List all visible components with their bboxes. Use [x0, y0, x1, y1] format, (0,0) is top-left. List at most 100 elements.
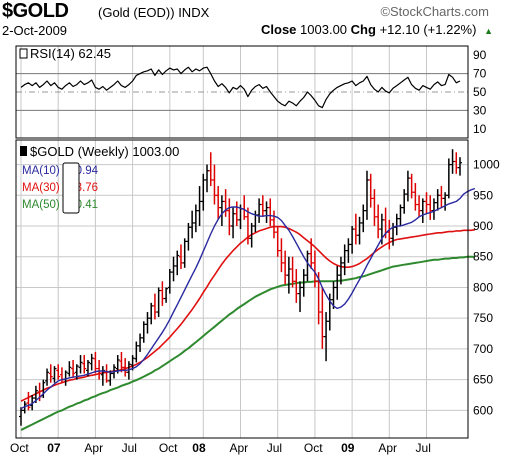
- close-label: Close: [261, 22, 297, 37]
- price-bar: [30, 394, 35, 411]
- ma-long-series: [20, 255, 475, 431]
- security-name: (Gold (EOD)): [98, 5, 175, 20]
- price-bar: [316, 272, 321, 325]
- price-bar: [249, 222, 254, 248]
- x-tick-label: Oct: [159, 441, 178, 455]
- quote-date: 2-Oct-2009: [2, 23, 68, 38]
- price-bar: [242, 195, 247, 220]
- price-tick-label: 800: [473, 280, 493, 294]
- price-bar: [257, 198, 262, 223]
- price-bar: [67, 361, 72, 377]
- price-bar: [424, 192, 429, 214]
- price-bar: [305, 250, 310, 282]
- price-bar: [372, 189, 377, 227]
- price-tick-label: 650: [473, 373, 493, 387]
- price-bar: [454, 152, 459, 174]
- rsi-tick-label: 30: [473, 103, 487, 117]
- price-bar: [290, 256, 295, 288]
- up-arrow-icon: ▲: [484, 26, 493, 36]
- price-bar: [178, 244, 183, 270]
- price-bar: [145, 312, 150, 334]
- price-bar: [324, 312, 329, 362]
- price-legend: $GOLD (Weekly) 1003.00 MA(10) 960.94 MA(…: [20, 144, 179, 214]
- rsi-line: [20, 66, 461, 109]
- legend-ma-short: MA(10) 960.94: [22, 165, 99, 177]
- price-bar: [353, 213, 358, 245]
- price-tick-labels: 1000 950 900 850 800 750 700 650 600: [473, 158, 500, 418]
- price-bar: [167, 269, 172, 294]
- price-bar: [376, 204, 381, 239]
- price-tick-label: 900: [473, 219, 493, 233]
- ma-long-line: [20, 255, 475, 431]
- chg-label: Chg: [350, 22, 376, 37]
- legend-redaction-box: [62, 162, 80, 214]
- price-bar: [156, 287, 161, 317]
- price-bar: [335, 265, 340, 300]
- price-bar: [458, 157, 462, 176]
- price-bar: [100, 366, 105, 386]
- price-tick-label: 850: [473, 250, 493, 264]
- price-bar: [212, 164, 217, 205]
- rsi-tick-labels: 90 70 50 30 10: [473, 48, 487, 136]
- price-bar: [52, 366, 57, 383]
- price-bar: [26, 391, 31, 411]
- price-bar: [141, 321, 146, 343]
- price-bar: [402, 189, 407, 214]
- price-bar: [201, 173, 206, 211]
- price-bar: [298, 281, 303, 313]
- chg-value: +12.10: [379, 22, 420, 37]
- price-bar: [443, 192, 448, 211]
- price-bar: [420, 198, 425, 223]
- price-bar: [338, 256, 343, 285]
- x-tick-label: Oct: [10, 441, 29, 455]
- rsi-tick-label: 50: [473, 85, 487, 99]
- symbol-name: (Gold (EOD)) INDX: [98, 5, 209, 20]
- price-bar: [271, 210, 276, 239]
- price-bar: [45, 368, 50, 386]
- price-bar: [294, 269, 299, 303]
- price-bar: [283, 250, 288, 285]
- legend-ma-long: MA(50) 850.41: [22, 199, 98, 211]
- x-tick-labels: Oct 07 Apr Jul Oct 08 Apr Jul Oct 09 Apr Jul: [10, 441, 431, 455]
- price-bar: [350, 226, 355, 254]
- price-tick-label: 700: [473, 342, 493, 356]
- price-tick-label: 600: [473, 403, 493, 417]
- quote-summary: Close 1003.00 Chg +12.10 (+1.22%) ▲: [261, 22, 493, 37]
- ma-short-series: [20, 187, 476, 410]
- price-bar: [435, 189, 440, 211]
- x-tick-label: Jul: [267, 441, 282, 455]
- rsi-tick-label: 10: [473, 122, 487, 136]
- price-bar: [152, 293, 157, 320]
- price-bar: [223, 189, 228, 217]
- price-bar: [431, 198, 436, 220]
- price-bar: [286, 256, 291, 294]
- x-tick-label: 07: [47, 441, 61, 455]
- price-bar: [368, 173, 373, 208]
- price-bar: [279, 238, 284, 273]
- x-tick-label: Apr: [84, 441, 103, 455]
- symbol-title: $GOLD: [2, 0, 69, 22]
- price-bar: [387, 219, 392, 250]
- rsi-series: [20, 66, 461, 109]
- rsi-panel-frame: [15, 45, 469, 139]
- price-bar: [346, 238, 351, 263]
- price-bar: [357, 216, 362, 245]
- price-bar: [394, 213, 399, 236]
- price-bar: [93, 351, 98, 374]
- brand-link[interactable]: ©StockCharts.com: [380, 4, 489, 19]
- rsi-tick-label: 90: [473, 48, 487, 62]
- ma-mid-series: [20, 225, 476, 402]
- x-tick-label: 09: [341, 441, 355, 455]
- price-bar: [320, 287, 325, 349]
- rsi-bands: [16, 73, 468, 111]
- price-bar: [104, 364, 109, 383]
- price-bar: [275, 226, 280, 257]
- x-tick-label: Jul: [122, 441, 137, 455]
- price-bar: [409, 173, 414, 199]
- price-bar: [361, 204, 366, 233]
- price-bar: [48, 364, 53, 383]
- price-bar: [78, 355, 83, 374]
- price-bar: [234, 201, 239, 227]
- price-panel-frame: [15, 139, 469, 439]
- price-bar: [19, 407, 23, 426]
